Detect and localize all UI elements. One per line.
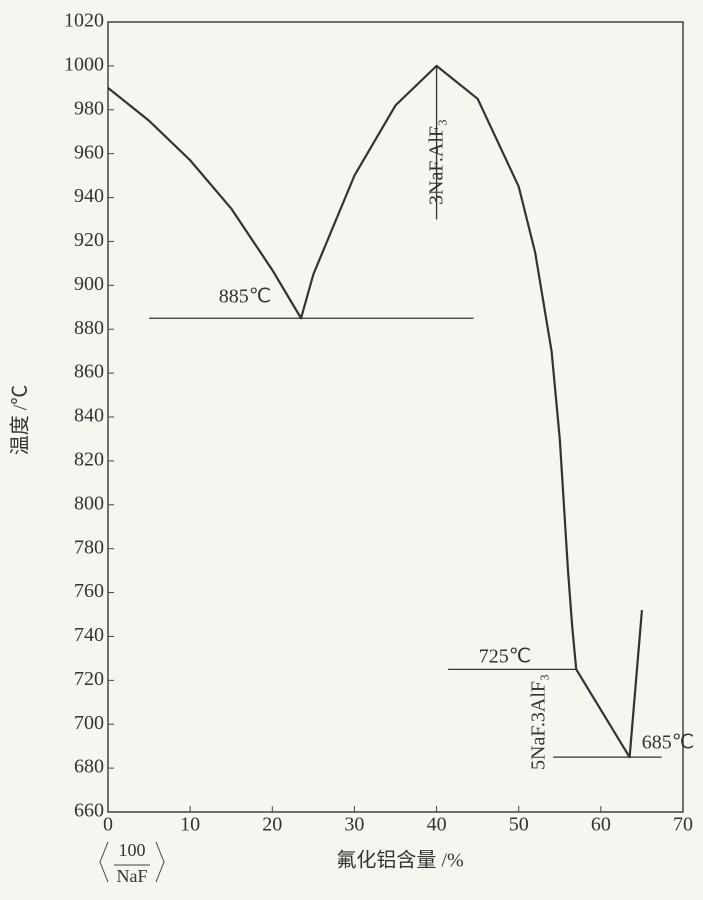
liquidus-curve	[107, 64, 644, 759]
annotation: 685℃	[642, 732, 694, 754]
annotation: 885℃	[219, 286, 271, 308]
bracket	[99, 841, 165, 883]
y-tick-label: 860	[74, 361, 104, 383]
x-tick-label: 70	[673, 814, 693, 836]
x-tick-label: 10	[180, 814, 200, 836]
y-tick-label: 940	[74, 185, 104, 207]
y-tick-label: 780	[74, 536, 104, 558]
x-tick-label: 0	[103, 814, 113, 836]
y-tick-label: 740	[74, 624, 104, 646]
y-tick-label: 920	[74, 229, 104, 251]
x-tick-label: 60	[591, 814, 611, 836]
y-tick-label: 700	[74, 712, 104, 734]
y-tick-label: 980	[74, 97, 104, 119]
y-tick-label: 720	[74, 668, 104, 690]
y-tick-label: 820	[74, 448, 104, 470]
y-tick-label: 840	[74, 405, 104, 427]
corner-label: 100	[119, 840, 146, 860]
y-tick-label: 900	[74, 273, 104, 295]
x-tick-label: 50	[509, 814, 529, 836]
plot-frame	[107, 21, 684, 813]
y-tick-label: 680	[74, 756, 104, 778]
annotation: 725℃	[479, 646, 531, 668]
x-axis-label: 氟化铝含量 /%	[336, 849, 463, 872]
annotation: 5NaF.3AlF₃	[528, 674, 550, 770]
y-axis-label: 温度 /℃	[9, 385, 32, 456]
y-tick-label: 800	[74, 492, 104, 514]
y-tick-label: 1000	[64, 53, 104, 75]
x-tick-label: 20	[262, 814, 282, 836]
corner-label: NaF	[117, 866, 148, 886]
y-tick-label: 960	[74, 141, 104, 163]
y-tick-label: 760	[74, 580, 104, 602]
y-tick-label: 1020	[64, 10, 104, 32]
annotation: 3NaF.AlF₃	[426, 119, 448, 205]
x-tick-label: 40	[427, 814, 447, 836]
y-tick-label: 880	[74, 317, 104, 339]
y-tick-label: 660	[74, 800, 104, 822]
x-tick-label: 30	[344, 814, 364, 836]
